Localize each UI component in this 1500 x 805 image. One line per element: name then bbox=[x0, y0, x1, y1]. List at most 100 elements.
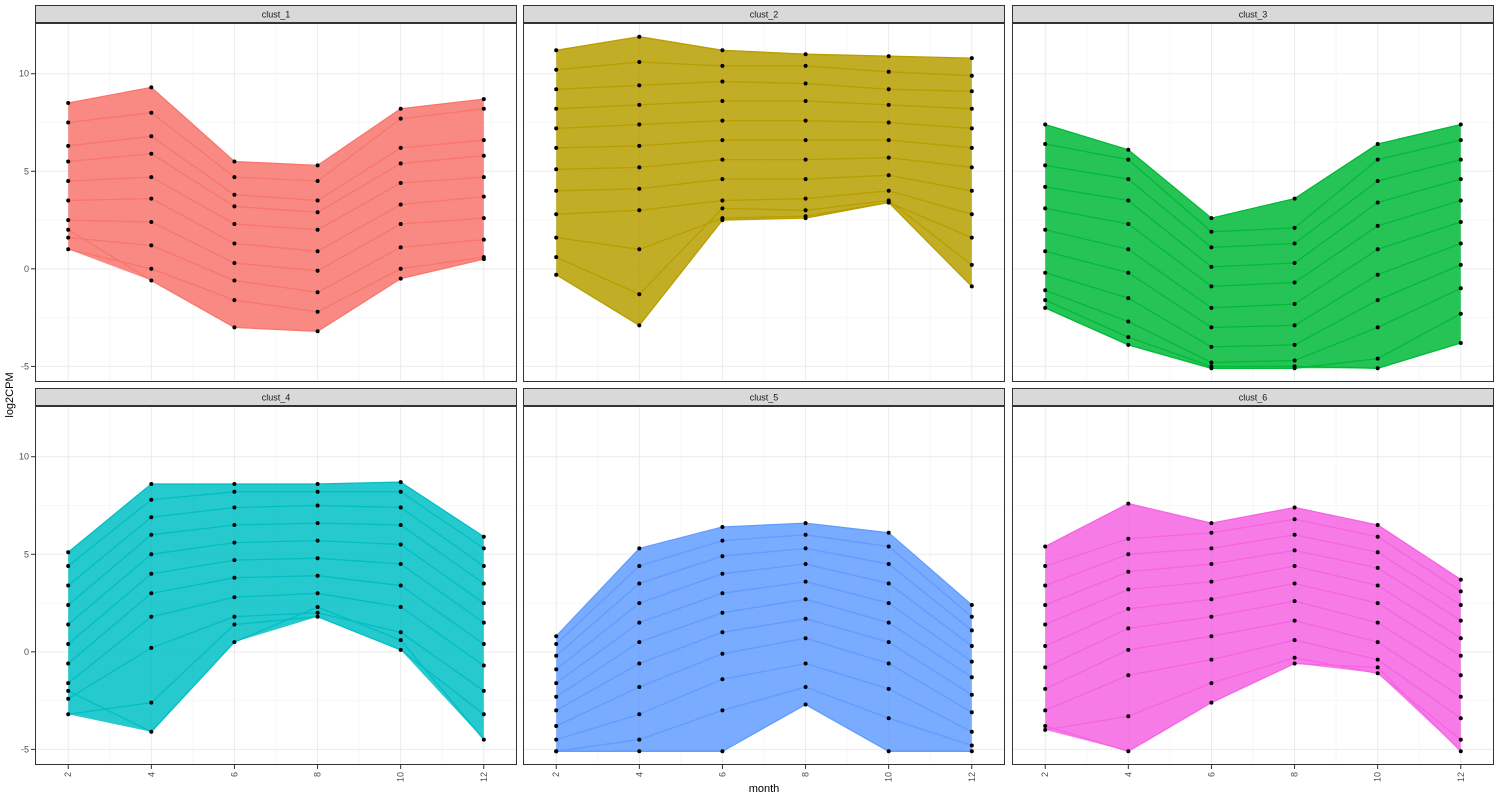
series-line-5 bbox=[1045, 199, 1461, 288]
y-tick-label: -5 bbox=[21, 744, 29, 754]
data-point bbox=[1375, 298, 1380, 303]
data-point bbox=[1209, 614, 1214, 619]
data-point bbox=[398, 542, 403, 547]
data-point bbox=[232, 325, 237, 330]
data-point bbox=[481, 564, 486, 568]
series-line-3 bbox=[1045, 158, 1461, 249]
data-point bbox=[886, 155, 891, 160]
data-point bbox=[149, 571, 154, 576]
data-point bbox=[66, 227, 71, 232]
data-point bbox=[1126, 270, 1131, 275]
data-point bbox=[1209, 634, 1214, 639]
x-tick-label: 8 bbox=[1290, 772, 1300, 777]
x-tick-label: 10 bbox=[396, 772, 406, 782]
data-point bbox=[554, 737, 559, 742]
data-point bbox=[315, 503, 320, 508]
data-point bbox=[1375, 550, 1380, 555]
data-point bbox=[886, 686, 891, 691]
panel-border bbox=[35, 406, 517, 765]
data-point bbox=[969, 749, 974, 754]
data-point bbox=[969, 212, 974, 217]
panel-border bbox=[1012, 23, 1494, 382]
data-point bbox=[1043, 644, 1048, 648]
data-point bbox=[803, 685, 808, 689]
data-point bbox=[1209, 364, 1214, 369]
series-line-1 bbox=[555, 522, 973, 637]
data-point bbox=[554, 749, 559, 754]
data-point bbox=[1209, 305, 1214, 310]
data-point bbox=[1043, 288, 1048, 293]
series-line-11 bbox=[67, 606, 485, 741]
data-point bbox=[1043, 305, 1048, 310]
data-point bbox=[66, 642, 71, 646]
data-point bbox=[315, 489, 320, 494]
data-point bbox=[554, 48, 559, 53]
data-point bbox=[232, 640, 237, 645]
data-point bbox=[803, 216, 808, 221]
data-point bbox=[969, 73, 974, 78]
series-line-8 bbox=[555, 637, 973, 727]
data-point bbox=[315, 179, 320, 183]
data-point bbox=[1375, 325, 1380, 330]
data-point bbox=[886, 640, 891, 645]
data-point bbox=[1209, 546, 1214, 551]
data-point bbox=[554, 642, 559, 646]
data-point bbox=[398, 480, 403, 485]
data-point bbox=[1292, 581, 1297, 586]
series-line-12 bbox=[555, 201, 973, 327]
series-line-11 bbox=[556, 703, 972, 752]
facet-panel-clust_6: clust_6 bbox=[1012, 388, 1494, 765]
data-point bbox=[232, 523, 237, 527]
data-point bbox=[1292, 517, 1297, 522]
data-point bbox=[232, 595, 237, 600]
series-line-9 bbox=[556, 190, 972, 215]
data-point bbox=[1126, 157, 1131, 162]
data-point bbox=[637, 601, 642, 606]
data-point bbox=[1375, 601, 1380, 606]
series-line-8 bbox=[68, 236, 484, 293]
data-point bbox=[803, 616, 808, 621]
data-point bbox=[1458, 653, 1463, 658]
data-point bbox=[1043, 708, 1048, 713]
data-point bbox=[720, 198, 725, 203]
data-point bbox=[803, 546, 808, 551]
data-point bbox=[1292, 241, 1297, 246]
data-point bbox=[720, 138, 725, 143]
data-point bbox=[398, 630, 403, 635]
strip-label-clust_6: clust_6 bbox=[1239, 393, 1268, 403]
y-tick-label: 5 bbox=[24, 549, 29, 559]
data-point bbox=[232, 261, 237, 265]
data-point bbox=[149, 266, 154, 271]
data-point bbox=[1126, 296, 1131, 301]
data-point bbox=[1292, 280, 1297, 285]
data-point bbox=[315, 290, 320, 295]
data-point bbox=[1458, 311, 1463, 316]
series-line-3 bbox=[1044, 534, 1462, 606]
x-tick-label: 2 bbox=[1040, 772, 1050, 777]
series-line-1 bbox=[68, 86, 484, 167]
data-point bbox=[969, 743, 974, 748]
x-tick-label: 10 bbox=[884, 772, 894, 782]
data-point bbox=[1209, 325, 1214, 330]
data-point bbox=[149, 645, 154, 650]
data-point bbox=[1375, 620, 1380, 625]
series-line-9 bbox=[1044, 639, 1462, 719]
facet-panel-clust_1: clust_1 bbox=[35, 5, 517, 382]
panel-border bbox=[523, 406, 1005, 765]
data-point bbox=[1375, 247, 1380, 252]
data-point bbox=[1209, 229, 1214, 234]
data-point bbox=[398, 106, 403, 111]
data-point bbox=[803, 63, 808, 68]
data-point bbox=[149, 700, 154, 705]
data-point bbox=[481, 138, 486, 143]
data-point bbox=[398, 605, 403, 609]
data-point bbox=[637, 208, 642, 213]
data-point bbox=[803, 521, 808, 526]
data-point bbox=[1043, 298, 1048, 303]
data-point bbox=[554, 145, 559, 150]
data-point bbox=[1375, 142, 1380, 146]
data-point bbox=[720, 538, 725, 543]
data-point bbox=[1043, 122, 1048, 127]
series-line-6 bbox=[67, 557, 485, 645]
